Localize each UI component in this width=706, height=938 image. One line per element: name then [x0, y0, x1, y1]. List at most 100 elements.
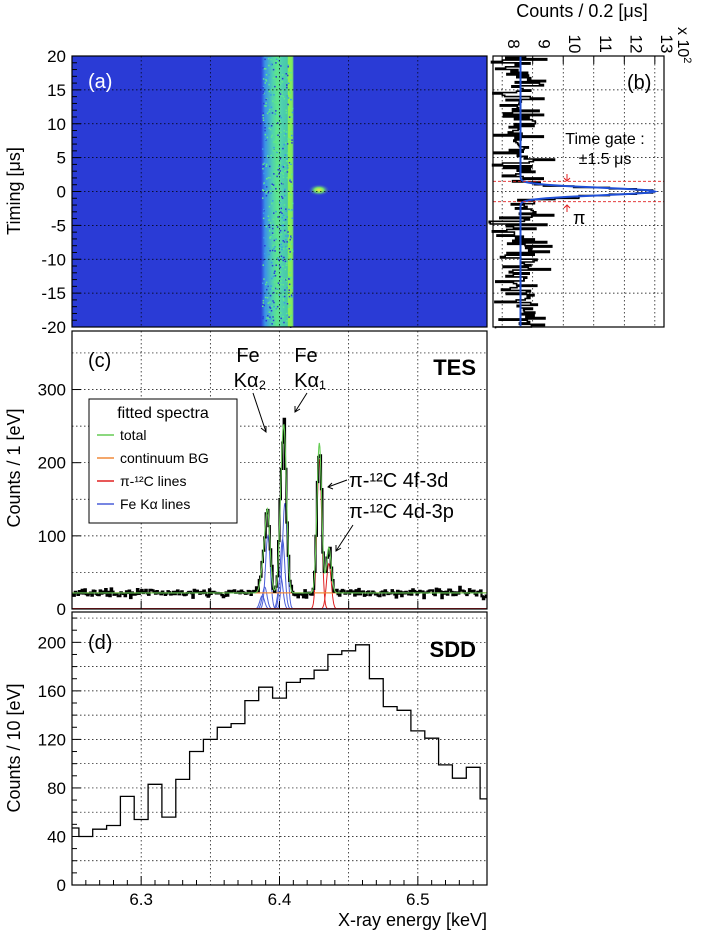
- heatmap-cell: [268, 311, 271, 313]
- heatmap-cell: [273, 305, 275, 308]
- heatmap-cell: [289, 162, 292, 164]
- panel-a-label: (a): [88, 71, 112, 93]
- heatmap-cell: [266, 285, 268, 287]
- y-tick-label: -15: [41, 284, 66, 303]
- heatmap-cell: [273, 272, 276, 274]
- heatmap-cell: [289, 193, 292, 196]
- heatmap-cell: [284, 188, 286, 191]
- heatmap-cell: [278, 59, 280, 62]
- heatmap-cell: [287, 82, 290, 85]
- heatmap-cell: [276, 305, 279, 308]
- heatmap-cell: [265, 225, 267, 228]
- heatmap-cell: [265, 68, 267, 70]
- heatmap-cell: [286, 152, 289, 155]
- total-fit: [72, 423, 487, 594]
- heatmap-cell: [262, 78, 265, 80]
- heatmap-cell: [266, 136, 269, 139]
- heatmap-cell: [273, 281, 276, 283]
- heatmap-cell: [279, 83, 282, 85]
- x-tick-label: 12: [626, 35, 645, 54]
- heatmap-cell: [277, 83, 280, 85]
- heatmap-cell: [265, 119, 268, 122]
- heatmap-cell: [291, 107, 294, 110]
- heatmap-cell: [277, 169, 279, 171]
- heatmap-cell: [290, 131, 293, 133]
- heatmap-cell: [275, 139, 277, 142]
- heatmap-cell: [273, 315, 276, 318]
- heatmap-cell: [266, 178, 268, 180]
- heatmap-cell: [270, 125, 273, 127]
- heatmap-cell: [263, 172, 265, 175]
- heatmap-cell: [278, 56, 281, 59]
- heatmap-cell: [278, 173, 280, 175]
- heatmap-cell: [283, 295, 286, 298]
- heatmap-cell: [263, 102, 265, 105]
- heatmap-cell: [275, 322, 278, 325]
- heatmap-cell: [286, 86, 288, 89]
- heatmap-cell: [268, 112, 271, 115]
- heatmap-cell: [281, 224, 283, 227]
- heatmap-cell: [279, 157, 282, 160]
- heatmap-cell: [289, 276, 291, 279]
- peak-annotations: Fe Kα₂ Fe Kα₁ π-¹²C 4f-3d π-¹²C 4d-3p: [234, 345, 454, 552]
- heatmap-cell: [282, 182, 284, 184]
- heatmap-cell: [272, 149, 275, 151]
- heatmap-cell: [287, 234, 289, 236]
- heatmap-cell: [267, 106, 269, 108]
- x-tick-label: 9: [535, 39, 554, 48]
- heatmap-cell: [272, 233, 274, 235]
- heatmap-cell: [270, 236, 272, 238]
- heatmap-cell: [267, 57, 270, 60]
- heatmap-cell: [262, 163, 264, 166]
- y-tick-label: -10: [41, 250, 66, 269]
- x-tick-label: 8: [504, 39, 523, 48]
- heatmap-cell: [265, 281, 268, 284]
- heatmap-cell: [266, 297, 269, 299]
- heatmap-cell: [279, 151, 282, 153]
- panel-b-multiplier: x 102: [674, 27, 693, 63]
- heatmap-cell: [281, 95, 283, 97]
- heatmap-cell: [278, 165, 280, 167]
- heatmap-cell: [269, 237, 271, 239]
- heatmap-cell: [274, 77, 276, 79]
- y-tick-label: 120: [38, 730, 66, 749]
- heatmap-cell: [281, 216, 283, 219]
- heatmap-cell: [267, 302, 269, 304]
- heatmap-cell: [279, 229, 282, 232]
- heatmap-cell: [265, 165, 267, 167]
- heatmap-cell: [290, 276, 292, 279]
- heatmap-cell: [280, 283, 282, 286]
- heatmap-cell: [263, 92, 265, 95]
- heatmap-cell: [262, 189, 264, 191]
- fe-ka2-label-line2: Kα₂: [234, 370, 267, 392]
- heatmap-cell: [285, 210, 288, 212]
- heatmap-cell: [291, 243, 293, 245]
- heatmap-cell: [277, 134, 279, 136]
- heatmap-cell: [278, 265, 281, 267]
- heatmap-cell: [267, 215, 270, 218]
- heatmap-cell: [275, 110, 277, 112]
- heatmap-cell: [263, 278, 265, 280]
- heatmap-cell: [286, 225, 289, 227]
- heatmap-cell: [280, 171, 283, 174]
- heatmap-cell: [277, 100, 279, 103]
- heatmap-cell: [279, 276, 281, 278]
- heatmap-cell: [291, 209, 293, 211]
- heatmap-cell: [264, 82, 266, 84]
- legend: fitted spectra total continuum BG π-¹²C li…: [88, 398, 238, 524]
- heatmap-cell: [268, 312, 270, 315]
- heatmap-cell: [279, 170, 281, 172]
- heatmap-cell: [271, 305, 273, 308]
- heatmap-cell: [288, 297, 291, 299]
- heatmap-cell: [285, 131, 288, 133]
- heatmap-cell: [291, 134, 293, 137]
- y-tick-label: 100: [38, 527, 66, 546]
- heatmap-cell: [265, 65, 267, 68]
- heatmap-cell: [281, 195, 283, 198]
- heatmap-cell: [265, 191, 267, 194]
- heatmap-cell: [276, 175, 278, 178]
- y-tick-label: 300: [38, 381, 66, 400]
- heatmap-cell: [262, 282, 264, 284]
- heatmap-cell: [288, 289, 290, 291]
- heatmap-cell: [277, 245, 279, 248]
